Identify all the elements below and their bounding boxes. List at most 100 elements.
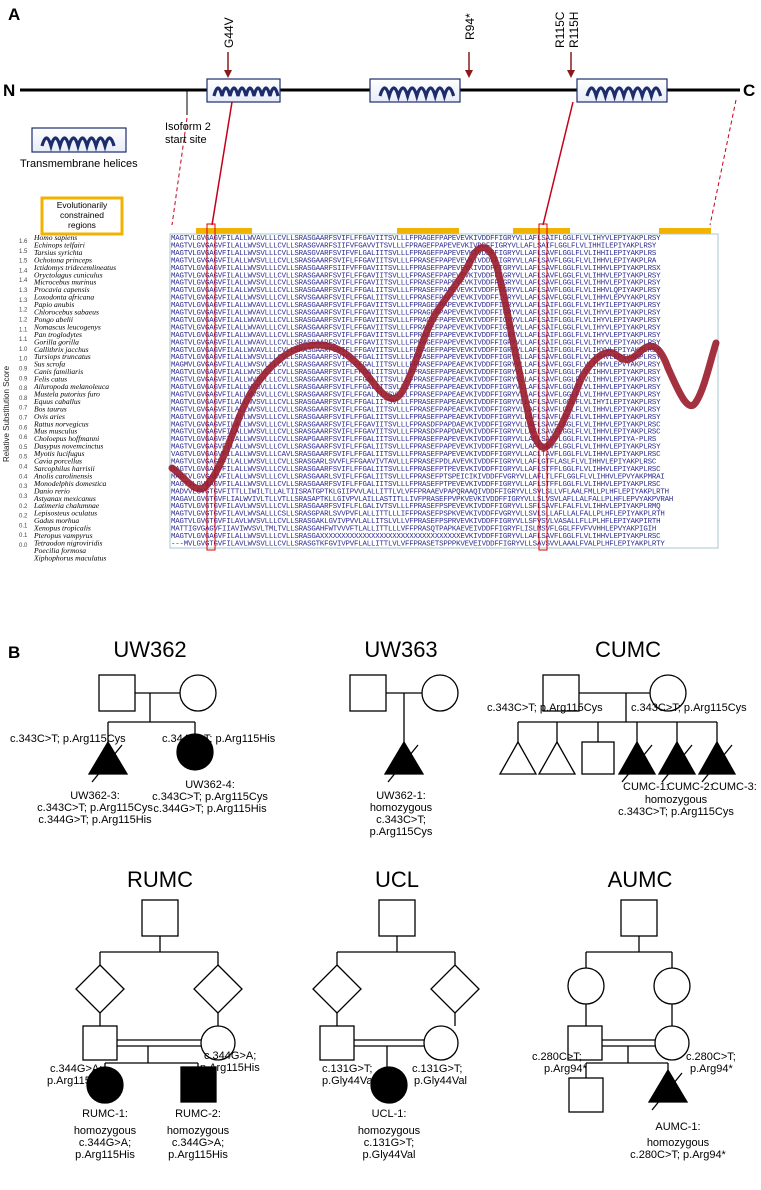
y-tick-label: 0.8 (19, 386, 28, 392)
species-label: Myotis lucifugus (33, 449, 84, 458)
svg-text:c.344G>T; p.Arg115His: c.344G>T; p.Arg115His (38, 814, 152, 826)
svg-text:c.344G>T; p.Arg115His: c.344G>T; p.Arg115His (153, 803, 267, 815)
alignment-row: MAGTVLGVGAGVFILALLWVSVLLLCVLLSRASGAARFSV… (171, 384, 661, 392)
aumc-sibling (568, 1077, 604, 1113)
panel-a-label: A (8, 5, 20, 24)
aumc-mother (654, 1025, 690, 1061)
svg-text:UW362-3:: UW362-3: (70, 790, 120, 802)
svg-text:c.343C>T;: c.343C>T; (376, 814, 426, 826)
aumc-grandfather (620, 899, 658, 937)
svg-text:p.Gly44Val: p.Gly44Val (322, 1075, 375, 1087)
rumc-2-symbol (180, 1066, 217, 1103)
alignment-row: MTNTVLQGWGTGVVIVIWIAALVVGTILLRADGSAKLGVI… (171, 555, 653, 563)
y-tick-label: 0.6 (19, 435, 28, 441)
mutation-r94: R94* (463, 13, 477, 78)
species-label: Monodelphis domestica (33, 479, 107, 488)
svg-text:R115C: R115C (553, 11, 567, 48)
n-terminus: N (3, 81, 15, 100)
species-label: Latimeria chalumnae (33, 501, 100, 510)
svg-text:c.280C>T; p.Arg94*: c.280C>T; p.Arg94* (630, 1149, 726, 1161)
svg-text:UW362-4:: UW362-4: (185, 779, 235, 791)
mutation-g44v: G44V (222, 17, 236, 78)
constrained-legend-1: Evolutionarily (57, 200, 108, 210)
species-label: Ailuropoda melanoleuca (33, 382, 109, 391)
y-tick-label: 0.1 (19, 533, 28, 539)
svg-text:p.Arg115His: p.Arg115His (200, 1062, 260, 1074)
species-label: Equus caballus (33, 397, 81, 406)
g44-column-box (206, 223, 216, 551)
svg-text:p.Arg94*: p.Arg94* (690, 1063, 734, 1075)
alignment-row: VAGTVLGVGAGVFILALLWVSVLLLCAVLSRASGAARFSV… (171, 451, 661, 459)
svg-text:CUMC-2:: CUMC-2: (667, 781, 713, 793)
helix-legend-label: Transmembrane helices (20, 158, 138, 170)
aumc-grandparent-2 (653, 967, 691, 1005)
species-label: Procavia capensis (33, 285, 90, 294)
species-label: Pteropus vampyrus (33, 531, 93, 540)
svg-text:p.Gly44Val: p.Gly44Val (363, 1149, 416, 1161)
svg-text:c.131G>T;: c.131G>T; (364, 1137, 414, 1149)
alignment-row: ---MVLGVGTGVFILAVLWVSVLLLCVLLSRASGTKFGVI… (171, 541, 665, 549)
species-label: Homo sapiens (33, 233, 77, 242)
alignment-row: MAGTVLGVGAGVFILALLWVSVLLLCVLLSRASGAXXXXX… (171, 533, 661, 541)
isoform-label-1: Isoform 2 (165, 121, 211, 133)
species-label: Ovis aries (34, 412, 65, 421)
species-label: Choloepus hoffmanni (34, 434, 99, 443)
species-label: Gadus morhua (34, 516, 79, 525)
pedigree-labels: c.343C>T; p.Arg115Cys c.344G>T; p.Arg115… (10, 702, 757, 1161)
alignment-row: MAGTVLGVGAGVFILALLWVSVLLLCVLLSRASGAARFSV… (171, 481, 661, 489)
y-tick-label: 0.9 (19, 367, 28, 373)
y-tick-label: 1.0 (19, 347, 28, 353)
svg-text:RUMC-1:: RUMC-1: (82, 1108, 128, 1120)
svg-text:AUMC-1:: AUMC-1: (655, 1121, 700, 1133)
y-tick-label: 0.3 (19, 494, 28, 500)
y-tick-label: 0.5 (19, 455, 28, 461)
alignment-row: MAGTVLGVGAGVFILALLWVAVLLLCVLLSRASGAARFSV… (171, 235, 661, 243)
y-tick-label: 0.5 (19, 445, 28, 451)
uw363-father (349, 674, 387, 712)
alignment-row: MAGTVLGVGAGVFILALLWVAVLLLCVLLSRASGAARFSV… (171, 302, 661, 310)
species-label: Pan troglodytes (33, 330, 82, 339)
species-label: Oryctolagus cuniculus (34, 270, 103, 279)
alignment-row: MAGTVLGVGAGVFILALLWVSVLLLCVLLSRASGAARFSV… (171, 257, 657, 265)
y-tick-label: 0.7 (19, 416, 28, 422)
uw363-mother (421, 674, 459, 712)
cumc-3-symbol (697, 740, 737, 775)
y-tick-label: 1.2 (19, 318, 28, 324)
alignment-row: MAGTVLGVGAGVFILALLWVSVLLLCVLLSRASGAARFSV… (171, 406, 661, 414)
species-label: Tetraodon nigroviridis (34, 539, 102, 548)
rumc-grandfather (141, 899, 179, 937)
svg-text:c.131G>T;: c.131G>T; (412, 1063, 462, 1075)
aumc-1-symbol (647, 1068, 689, 1103)
alignment-row: MAGTVLGVGAGVFILALLWVSVLLLCVLLSRASGAARFSV… (171, 369, 661, 377)
mutation-r115: R115C R115H (553, 11, 581, 78)
alignment-row: MADVVLGVGTGVFITTLLIWILTLLALTIISRATGPTKLG… (171, 488, 669, 496)
constrained-region-2 (397, 228, 459, 235)
y-tick-label: 0.2 (19, 504, 28, 510)
species-label: Astyanax mexicanus (33, 494, 96, 503)
species-label: Chlorocebus sabaeus (34, 308, 99, 317)
rumc-1-symbol (86, 1066, 124, 1104)
y-tick-label: 0.4 (19, 465, 28, 471)
rumc-title: RUMC (127, 867, 193, 892)
species-label: Tursiops truncatus (34, 352, 91, 361)
svg-text:p.Arg115Cys: p.Arg115Cys (370, 826, 433, 838)
r115-column-box (538, 223, 548, 551)
y-tick-label: 1.4 (19, 268, 28, 274)
alignment-row: MAGTVLGVGAGVFILALLWVSVLLLCVLLSRASGAARFSV… (171, 429, 661, 437)
species-label: Mus musculus (33, 427, 77, 436)
ucl-mother (423, 1025, 459, 1061)
species-label: Cavia porcellus (34, 457, 82, 466)
species-label: Callithrix jacchus (34, 345, 89, 354)
uw362-mother (179, 674, 217, 712)
cumc-1-symbol (617, 740, 657, 775)
species-label: Ochotona princeps (34, 255, 92, 264)
uw362-4-symbol (176, 733, 214, 771)
uw362-title: UW362 (113, 637, 186, 662)
species-label: Ictidomys tridecemlineatus (33, 263, 116, 272)
uw362-3-symbol (87, 740, 129, 775)
alignment-row: MAGTVLGVGAGVFILALLWVSVLLLCVLLSRASGAARFSV… (171, 466, 661, 474)
cumc-mother-genotype: c.343C>T; p.Arg115Cys (631, 702, 747, 714)
ucl-1-symbol (370, 1066, 408, 1104)
